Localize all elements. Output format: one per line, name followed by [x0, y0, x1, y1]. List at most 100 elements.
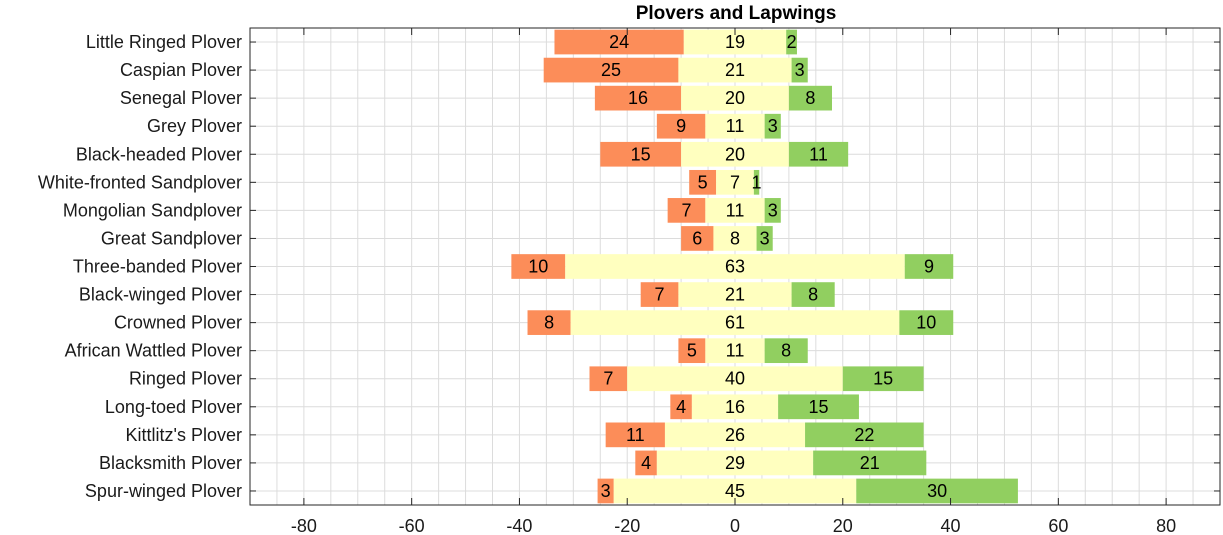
bar-right [904, 254, 954, 279]
bar-center [716, 169, 754, 195]
bars [511, 29, 1018, 504]
axes: Little Ringed Plover Caspian Plover Senega… [38, 27, 1221, 535]
bar-center [565, 254, 905, 279]
bar-left [640, 282, 679, 307]
value-label-right: 22 [854, 425, 874, 445]
x-tick-label: -80 [291, 516, 317, 535]
value-label-right: 8 [781, 341, 791, 361]
bar-center [691, 394, 779, 420]
y-tick-label: Kittlitz's Plover [126, 425, 242, 445]
value-label-right: 9 [924, 257, 934, 277]
y-tick-label: Crowned Plover [114, 313, 242, 333]
bar-left [597, 478, 614, 504]
value-label-left: 4 [641, 453, 651, 473]
bar-right [813, 450, 927, 476]
value-label-left: 10 [528, 257, 548, 277]
bar-left [656, 113, 706, 139]
y-tick-label: Long-toed Plover [105, 397, 242, 417]
value-label-center: 61 [725, 313, 745, 333]
value-label-left: 5 [687, 341, 697, 361]
bar-center [705, 113, 765, 139]
x-tick-label: 0 [730, 516, 740, 535]
y-tick-label: Spur-winged Plover [85, 481, 242, 501]
y-tick-label: African Wattled Plover [65, 341, 242, 361]
bar-center [713, 226, 757, 251]
value-label-right: 15 [809, 397, 829, 417]
y-tick-label: Grey Plover [147, 116, 242, 136]
value-label-center: 11 [726, 200, 745, 220]
value-label-left: 15 [631, 144, 651, 164]
y-tick-label: Three-banded Plover [73, 257, 242, 277]
bar-center [678, 282, 792, 307]
bar-right [788, 85, 832, 111]
bar-right [786, 29, 797, 55]
bar-right [842, 366, 924, 392]
bar-right [791, 282, 835, 307]
value-label-center: 26 [725, 425, 745, 445]
value-label-center: 63 [725, 257, 745, 277]
x-tick-label: 80 [1156, 516, 1176, 535]
bar-center [705, 198, 765, 223]
x-tick-label: 40 [941, 516, 961, 535]
value-label-left: 4 [676, 397, 686, 417]
value-label-right: 3 [795, 60, 805, 80]
bar-left [511, 254, 566, 279]
bar-center [570, 310, 900, 335]
bar-left [543, 57, 679, 83]
bar-left [689, 169, 717, 195]
value-label-center: 19 [725, 32, 745, 52]
bar-left [678, 338, 706, 364]
value-label-right: 8 [808, 285, 818, 305]
y-tick-label: Black-winged Plover [79, 285, 242, 305]
chart-title: Plovers and Lapwings [636, 3, 837, 24]
bar-right [778, 394, 859, 420]
x-tick-label: -60 [399, 516, 425, 535]
bar-left [681, 226, 714, 251]
value-label-right: 8 [805, 88, 815, 108]
bar-right [788, 141, 849, 167]
bar-left [527, 310, 571, 335]
y-tick-label: Black-headed Plover [76, 144, 242, 164]
bar-right [899, 310, 954, 335]
value-label-right: 2 [787, 32, 797, 52]
bar-left [600, 141, 682, 167]
bar-center [681, 141, 789, 167]
value-label-left: 5 [698, 172, 708, 192]
bar-center [664, 422, 806, 448]
bar-right [756, 226, 773, 251]
bar-right [805, 422, 924, 448]
value-label-center: 11 [726, 116, 745, 136]
value-label-center: 21 [725, 285, 745, 305]
value-label-center: 8 [730, 228, 740, 248]
bar-right [764, 338, 808, 364]
y-tick-label: Senegal Plover [120, 88, 242, 108]
bar-left [554, 29, 684, 55]
bar-center [705, 338, 765, 364]
value-label-center: 40 [725, 369, 745, 389]
bar-right [764, 198, 781, 223]
value-label-right: 10 [916, 313, 936, 333]
value-label-left: 25 [601, 60, 621, 80]
value-label-center: 45 [725, 481, 745, 501]
y-tick-label: Mongolian Sandplover [63, 200, 242, 220]
value-label-right: 11 [809, 144, 828, 164]
bar-center [656, 450, 814, 476]
value-label-right: 30 [927, 481, 947, 501]
x-tick-label: -40 [506, 516, 532, 535]
value-label-right: 3 [768, 200, 778, 220]
y-tick-label: Little Ringed Plover [86, 32, 242, 52]
value-label-center: 20 [725, 88, 745, 108]
y-tick-label: Caspian Plover [120, 60, 242, 80]
y-tick-label: White-fronted Sandplover [38, 172, 242, 192]
bar-right [791, 57, 808, 83]
bar-left [605, 422, 665, 448]
x-tick-label: 60 [1048, 516, 1068, 535]
bar-left [667, 198, 706, 223]
y-tick-label: Blacksmith Plover [99, 453, 242, 473]
value-label-left: 11 [626, 425, 645, 445]
x-tick-label: 20 [833, 516, 853, 535]
y-tick-label: Great Sandplover [101, 228, 242, 248]
y-tick-label: Ringed Plover [129, 369, 242, 389]
bar-left [589, 366, 628, 392]
